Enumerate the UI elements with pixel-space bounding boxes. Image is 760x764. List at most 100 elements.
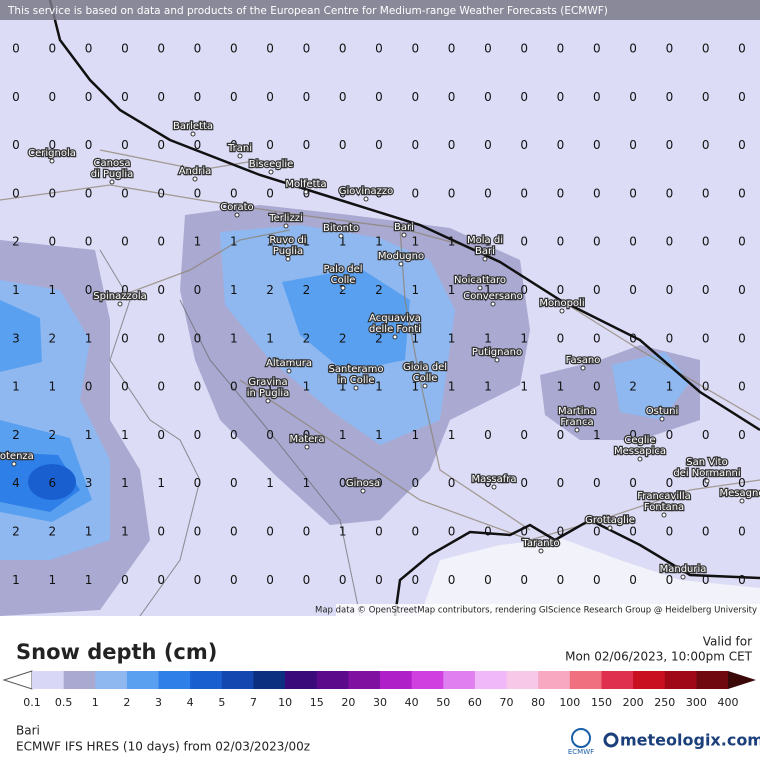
grid-value: 0 [484,573,492,587]
grid-value: 6 [48,476,56,490]
grid-value: 0 [557,525,565,539]
city-dot [392,334,398,340]
grid-value: 0 [448,90,456,104]
legend-label: 2 [123,696,130,709]
city-label: Matera [289,434,324,445]
grid-value: 0 [557,138,565,152]
city-dot [265,398,271,404]
grid-value: 0 [230,573,238,587]
grid-value: 1 [520,380,528,394]
city-dot [704,478,710,484]
grid-value: 1 [266,235,274,249]
grid-value: 0 [157,573,165,587]
grid-value: 1 [85,331,93,345]
grid-value: 0 [593,235,601,249]
grid-value: 0 [157,186,165,200]
borders [99,249,361,616]
grid-value: 0 [666,428,674,442]
grid-value: 0 [411,90,419,104]
grid-value: 0 [484,186,492,200]
city-label: Gravina [248,377,287,388]
grid-value: 1 [266,331,274,345]
grid-value: 0 [121,138,129,152]
city-label: Grottaglie [585,515,635,526]
grid-value: 0 [303,428,311,442]
grid-value: 0 [157,283,165,297]
grid-value: 0 [593,380,601,394]
city-label: Santeramo [329,364,384,375]
grid-value: 0 [266,525,274,539]
grid-value: 0 [666,138,674,152]
coastline [48,0,760,616]
grid-value: 0 [85,380,93,394]
legend-label: 5 [218,696,225,709]
legend-label: 7 [250,696,257,709]
city-dot [304,444,310,450]
grid-value: 0 [738,525,746,539]
grid-value: 0 [557,186,565,200]
grid-value: 0 [339,138,347,152]
grid-value: 0 [157,428,165,442]
city-label: Ostuni [646,406,678,417]
legend-label: 0.5 [55,696,73,709]
grid-value: 3 [85,476,93,490]
grid-value: 1 [48,573,56,587]
grid-value: 1 [230,331,238,345]
grid-value: 0 [629,42,637,56]
grid-value: 0 [520,476,528,490]
grid-value: 0 [303,90,311,104]
city-label: dei Normanni [673,468,740,479]
grid-value: 0 [629,235,637,249]
grid-value: 1 [448,380,456,394]
grid-value: 0 [666,42,674,56]
grid-value: 0 [339,476,347,490]
grid-value: 0 [520,138,528,152]
legend-swatch [158,671,191,689]
city-label: Ceglie [624,435,655,446]
grid-value: 0 [702,525,710,539]
grid-value: 2 [266,283,274,297]
city-label: Francavilla [637,491,691,502]
grid-value: 0 [411,476,419,490]
grid-value: 0 [157,331,165,345]
model-info: ECMWF IFS HRES (10 days) from 02/03/2023… [16,740,310,754]
grid-value: 1 [484,380,492,394]
grid-value: 0 [702,331,710,345]
grid-value: 0 [194,476,202,490]
city-label: Altamura [266,358,312,369]
grid-value: 0 [666,235,674,249]
grid-value: 0 [194,138,202,152]
grid-value: 0 [303,573,311,587]
grid-value: 0 [411,573,419,587]
legend-label: 0.1 [23,696,41,709]
legend-swatch [32,671,65,689]
grid-value: 0 [194,331,202,345]
legend-label: 15 [310,696,324,709]
grid-value: 0 [157,380,165,394]
grid-value: 0 [339,90,347,104]
header-text: This service is based on data and produc… [7,5,608,17]
grid-value: 2 [12,525,20,539]
city-dot [192,176,198,182]
city-dot [494,357,500,363]
grid-value: 0 [411,186,419,200]
city-dot [49,158,55,164]
sea [420,538,760,616]
legend-label: 60 [468,696,482,709]
legend: 0.1 0.5 1 2 3 4 5 7 10 15 20 30 40 50 60 70 80 100 150 200 2… [2,670,756,709]
legend-swatch [63,671,96,689]
grid-value: 1 [230,235,238,249]
value-grid: 0 0 0 0 0 0 0 0 0 0 0 0 0 0 0 0 0 0 0 0 0 0 0 0 0 0 0 0 0 0 0 0 0 0 0 0 0 0 0 0… [12,42,746,587]
grid-value: 0 [266,573,274,587]
grid-value: 0 [375,186,383,200]
grid-value: 0 [448,573,456,587]
grid-value: 0 [557,573,565,587]
grid-value: 0 [738,476,746,490]
grid-value: 0 [266,138,274,152]
grid-value: 0 [121,331,129,345]
grid-value: 1 [48,380,56,394]
grid-value: 0 [738,331,746,345]
grid-value: 1 [593,428,601,442]
grid-value: 0 [230,138,238,152]
grid-value: 0 [339,42,347,56]
